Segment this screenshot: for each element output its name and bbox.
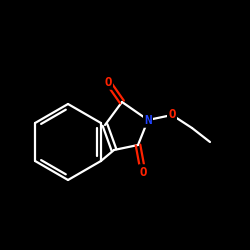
Text: O: O [168, 108, 176, 122]
Text: O: O [104, 76, 112, 88]
Text: O: O [139, 166, 147, 178]
Text: N: N [144, 114, 152, 126]
